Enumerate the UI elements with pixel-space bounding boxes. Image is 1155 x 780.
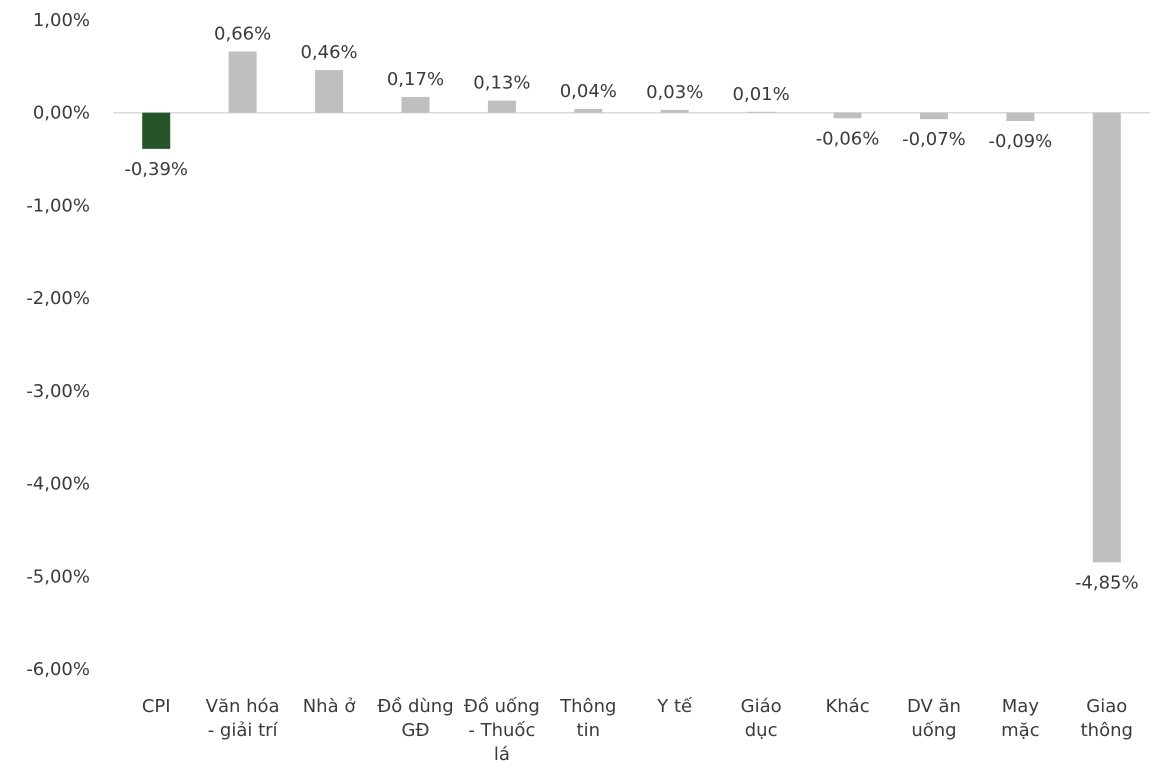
data-label: -4,85% [1075, 572, 1139, 593]
x-category-label: Khác [825, 696, 869, 717]
x-category-label: Thông tin [559, 696, 616, 741]
x-category-label: DV ăn uống [907, 696, 961, 741]
data-label: 0,13% [473, 73, 530, 94]
data-label: 0,01% [733, 84, 790, 105]
x-category-label: Đồ uống - Thuốc lá [464, 696, 540, 765]
y-tick-label: -2,00% [26, 288, 90, 309]
data-label: -0,07% [902, 129, 966, 150]
bar [747, 111, 776, 113]
bar [574, 109, 603, 113]
bar [142, 112, 171, 149]
data-label: 0,46% [300, 42, 357, 63]
data-label: -0,39% [124, 159, 188, 180]
bar [1006, 112, 1035, 122]
data-label: 0,66% [214, 24, 271, 45]
data-label: 0,04% [560, 81, 617, 102]
x-category-label: Văn hóa - giải trí [206, 696, 280, 741]
data-label: 0,03% [646, 82, 703, 103]
y-tick-label: -3,00% [26, 381, 90, 402]
data-label: -0,06% [816, 128, 880, 149]
x-category-label: Nhà ở [303, 696, 356, 717]
x-category-label: Y tế [656, 696, 693, 717]
bar [487, 100, 516, 113]
bar [1092, 112, 1121, 563]
y-tick-label: -4,00% [26, 474, 90, 495]
bar [919, 112, 948, 120]
x-category-label: Giáo dục [741, 696, 782, 741]
data-labels-group: -0,39% 0,66% 0,46% 0,17% 0,13% 0,04% 0,03% 0,01… [124, 24, 1138, 594]
y-tick-label: -5,00% [26, 566, 90, 587]
y-tick-label: 1,00% [33, 10, 90, 31]
x-category-label: Giao thông [1081, 696, 1133, 741]
bar [228, 51, 257, 113]
y-axis-tick-labels: 1,00% 0,00% -1,00% -2,00% -3,00% -4,00% -5,00%… [26, 10, 90, 680]
data-label: -0,09% [989, 131, 1053, 152]
x-category-label: Đồ dùng GĐ [377, 696, 453, 741]
bar [660, 109, 689, 113]
y-tick-label: -1,00% [26, 195, 90, 216]
bars-group [142, 51, 1121, 563]
x-category-label: May mặc [1001, 696, 1039, 741]
bar [315, 70, 344, 113]
bar [833, 112, 862, 119]
x-category-label: CPI [142, 696, 171, 717]
bar [401, 96, 430, 113]
data-label: 0,17% [387, 69, 444, 90]
y-tick-label: 0,00% [33, 103, 90, 124]
y-tick-label: -6,00% [26, 659, 90, 680]
